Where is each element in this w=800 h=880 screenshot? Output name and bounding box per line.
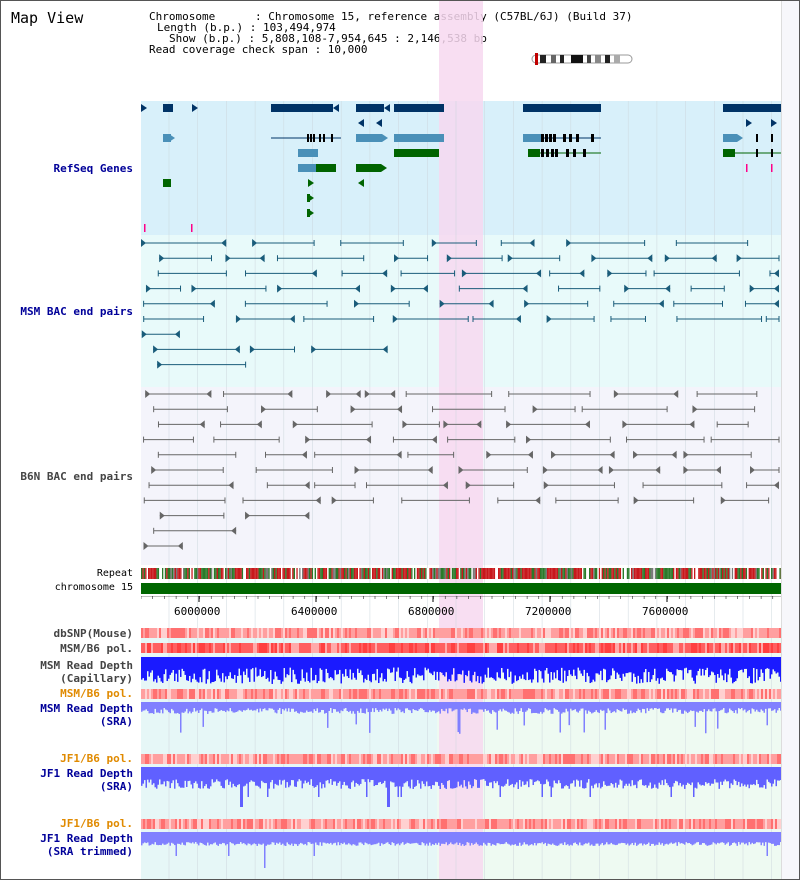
info-block: Chromosome : Chromosome 15, reference as…	[149, 11, 632, 55]
label-jf1-depth-sra-main: JF1 Read Depth	[40, 767, 133, 780]
label-msm-bac: MSM BAC end pairs	[20, 305, 133, 318]
msm-bac-track[interactable]	[1, 1, 800, 391]
label-chromosome: chromosome 15	[54, 582, 133, 593]
label-jf1-depth-trimmed-sub: (SRA trimmed)	[46, 845, 133, 858]
page-title: Map View	[11, 9, 84, 27]
label-jf1-pol-2: JF1/B6 pol.	[60, 817, 133, 830]
svg-text:6400000: 6400000	[291, 605, 337, 618]
label-msm-depth-capillary: MSM Read Depth (Capillary)	[40, 659, 133, 687]
svg-text:6000000: 6000000	[174, 605, 220, 618]
label-msm-depth-sra-main: MSM Read Depth	[40, 702, 133, 715]
refseq-genes-track[interactable]	[1, 1, 800, 241]
label-msm-depth-capillary-main: MSM Read Depth	[40, 659, 133, 672]
chromosome-bar[interactable]	[141, 583, 781, 594]
chromosome-ideogram[interactable]	[531, 53, 635, 65]
label-jf1-pol: JF1/B6 pol.	[60, 752, 133, 765]
info-length: Length (b.p.) : 103,494,974	[157, 21, 336, 34]
label-repeat: Repeat	[96, 568, 133, 579]
label-jf1-depth-trimmed-main: JF1 Read Depth	[40, 832, 133, 845]
label-msm-depth-sra: MSM Read Depth (SRA)	[40, 702, 133, 730]
label-msm-b6-pol: MSM/B6 pol.	[60, 642, 133, 655]
label-jf1-depth-sra-sub: (SRA)	[99, 780, 133, 793]
svg-text:7200000: 7200000	[525, 605, 571, 618]
b6n-bac-track[interactable]	[1, 1, 800, 567]
label-b6n-bac: B6N BAC end pairs	[20, 470, 133, 483]
coverage-tracks[interactable]	[141, 621, 781, 880]
label-dbsnp: dbSNP(Mouse)	[53, 627, 133, 640]
repeat-track[interactable]	[141, 568, 781, 579]
label-jf1-depth-sra: JF1 Read Depth (SRA)	[40, 767, 133, 795]
label-refseq: RefSeq Genes	[53, 162, 133, 175]
svg-text:6800000: 6800000	[408, 605, 454, 618]
label-jf1-depth-trimmed: JF1 Read Depth (SRA trimmed)	[40, 832, 133, 860]
label-msm-depth-sra-sub: (SRA)	[99, 715, 133, 728]
label-msm-depth-capillary-sub: (Capillary)	[60, 672, 133, 685]
svg-text:7600000: 7600000	[642, 605, 688, 618]
right-scroll-area[interactable]	[781, 1, 799, 879]
label-msm-b6-pol-2: MSM/B6 pol.	[60, 687, 133, 700]
info-span: Read coverage check span : 10,000	[149, 43, 368, 56]
position-axis: 6000000 6400000 6800000 7200000 7600000	[141, 596, 781, 618]
